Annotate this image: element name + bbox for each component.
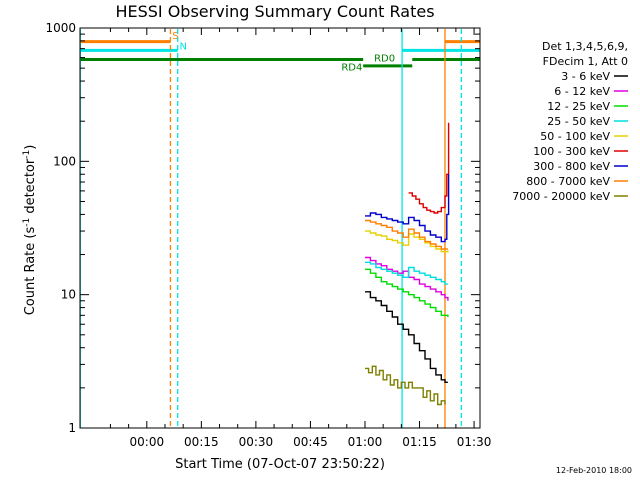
series-line-5: [408, 122, 450, 214]
y-tick-label-1: 10: [61, 288, 76, 302]
instrument-state-bars: SN RD0 RD4: [80, 31, 480, 74]
legend-entry-1: 6 - 12 keV: [554, 85, 610, 98]
x-tick-label-2: 00:30: [239, 435, 274, 449]
legend-entry-8: 7000 - 20000 keV: [512, 190, 610, 203]
x-tick-label-6: 01:30: [457, 435, 492, 449]
series-line-7: [365, 219, 448, 250]
state-label-rd0: RD0: [374, 54, 395, 65]
x-tick-label-0: 00:00: [130, 435, 165, 449]
event-vertical-lines: [79, 29, 462, 428]
y-axis-label-mid: detector: [23, 158, 38, 218]
x-axis-label: Start Time (07-Oct-07 23:50:22): [175, 457, 385, 472]
series-line-2: [365, 268, 449, 317]
series-group: [365, 122, 450, 406]
legend-header-0: Det 1,3,4,5,6,9,: [542, 40, 628, 53]
legend-header-1: FDecim 1, Att 0: [543, 55, 628, 68]
footer-date: 12-Feb-2010 18:00: [556, 466, 632, 475]
y-tick-label-3: 1000: [45, 21, 76, 35]
y-axis-label-sup2: -1: [22, 150, 32, 159]
legend-entry-6: 300 - 800 keV: [533, 160, 610, 173]
x-axis-ticks: 00:00 00:15 00:30 00:45 01:00 01:15 01:30: [109, 28, 492, 449]
x-tick-label-1: 00:15: [184, 435, 219, 449]
legend-entry-0: 3 - 6 keV: [561, 70, 610, 83]
state-label-n: N: [180, 41, 187, 52]
legend-entry-2: 12 - 25 keV: [547, 100, 610, 113]
chart-title: HESSI Observing Summary Count Rates: [115, 2, 434, 21]
y-tick-label-2: 100: [53, 154, 76, 168]
plot-frame: [79, 27, 481, 429]
series-line-8: [365, 365, 446, 406]
series-line-0: [365, 291, 448, 383]
legend-entry-4: 50 - 100 keV: [540, 130, 610, 143]
legend-entry-3: 25 - 50 keV: [547, 115, 610, 128]
y-tick-label-0: 1: [68, 421, 76, 435]
x-tick-label-4: 01:00: [348, 435, 383, 449]
series-line-3: [365, 261, 448, 285]
series-line-6: [365, 174, 450, 243]
state-label-s: S: [172, 31, 178, 42]
y-axis-label-main: Count Rate (s: [23, 227, 38, 316]
series-line-4: [365, 230, 449, 253]
legend-entry-7: 800 - 7000 keV: [526, 175, 610, 188]
x-tick-label-3: 00:45: [293, 435, 328, 449]
state-label-rd4: RD4: [341, 63, 362, 74]
y-axis-label-end: ): [23, 145, 38, 150]
x-tick-label-5: 01:15: [402, 435, 437, 449]
legend: Det 1,3,4,5,6,9, FDecim 1, Att 0 3 - 6 keV…: [512, 40, 628, 203]
y-axis-label-sup1: -1: [22, 218, 32, 227]
y-axis-ticks: 1 10 100 1000: [45, 21, 480, 435]
y-axis-label: Count Rate (s-1 detector-1): [22, 145, 38, 316]
legend-entry-5: 100 - 300 keV: [533, 145, 610, 158]
